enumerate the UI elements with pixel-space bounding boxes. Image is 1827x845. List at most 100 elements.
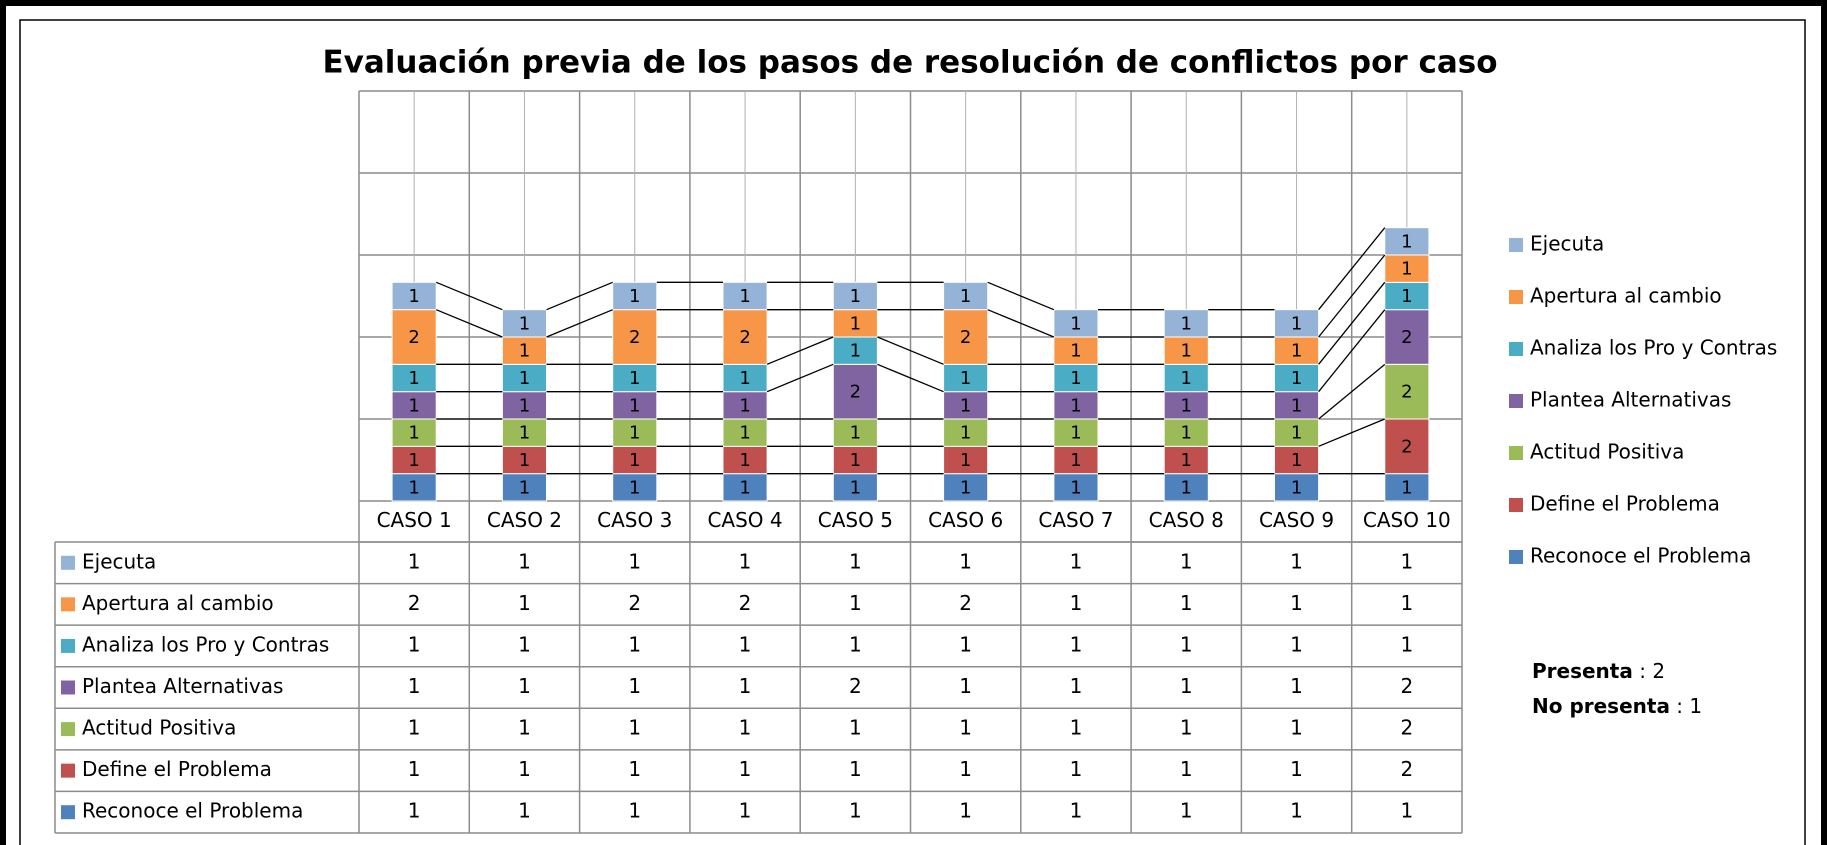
- data-label: 1: [1070, 313, 1081, 334]
- table-cell: 1: [1180, 549, 1193, 573]
- data-label: 1: [519, 313, 530, 334]
- series-line: [546, 281, 613, 311]
- bar-segment: [722, 309, 768, 365]
- data-label: 2: [739, 327, 750, 348]
- legend-label: Ejecuta: [1530, 232, 1604, 256]
- bar-segment: [1163, 363, 1209, 393]
- series-line: [435, 309, 503, 338]
- table-cell: 1: [1290, 716, 1303, 740]
- legend-key: [1509, 238, 1523, 252]
- table-cell: 1: [1070, 549, 1083, 573]
- data-label: 1: [629, 395, 640, 416]
- data-label: 1: [739, 395, 750, 416]
- table-cell: 1: [408, 674, 421, 698]
- bar-segment: [1273, 445, 1320, 475]
- table-cell: 1: [959, 549, 972, 573]
- table-cell: 1: [849, 757, 862, 781]
- bar-segment: [501, 336, 548, 365]
- table-cell: 1: [408, 799, 421, 823]
- data-label: 1: [1070, 450, 1081, 471]
- table-cell: 1: [849, 716, 862, 740]
- bar-segment: [1273, 473, 1320, 502]
- series-line: [766, 336, 834, 365]
- bar-segment: [1053, 309, 1099, 338]
- data-label: 2: [1401, 382, 1412, 403]
- data-label: 1: [519, 341, 530, 362]
- legend-key: [1509, 342, 1523, 356]
- bar-segment: [501, 418, 548, 447]
- table-cell: 2: [1400, 674, 1413, 698]
- data-label: 2: [629, 327, 640, 348]
- data-label: 1: [1181, 313, 1192, 334]
- table-cell: 2: [739, 591, 752, 615]
- bar-segment: [1384, 309, 1430, 365]
- legend-key: [1509, 550, 1523, 564]
- bar-segment: [722, 473, 768, 502]
- table-cell: 1: [959, 632, 972, 656]
- table-cell: 1: [959, 757, 972, 781]
- bar-segment: [943, 418, 989, 447]
- table-cell: 1: [1070, 674, 1083, 698]
- bar-segment: [1273, 363, 1320, 393]
- table-cell: 1: [1180, 591, 1193, 615]
- series-line: [1318, 309, 1386, 393]
- data-label: 1: [1070, 423, 1081, 444]
- bar-segment: [1384, 254, 1430, 283]
- table-cell: 1: [628, 549, 641, 573]
- series-line: [987, 281, 1055, 311]
- legend-label: Analiza los Pro y Contras: [1530, 336, 1777, 360]
- data-label: 1: [1291, 313, 1302, 334]
- data-label: 1: [1291, 395, 1302, 416]
- data-label: 1: [519, 477, 530, 498]
- data-label: 1: [629, 286, 640, 307]
- table-cell: 1: [1180, 632, 1193, 656]
- bar-segment: [391, 418, 437, 447]
- data-label: 1: [629, 477, 640, 498]
- data-label: 1: [1070, 395, 1081, 416]
- series-line: [877, 363, 944, 393]
- inner-frame: [19, 19, 1806, 845]
- x-tick-label: CASO 7: [1038, 508, 1113, 532]
- table-cell: 1: [408, 549, 421, 573]
- table-cell: 1: [1290, 799, 1303, 823]
- table-cell: 1: [849, 549, 862, 573]
- table-cell: 1: [739, 549, 752, 573]
- bar-segment: [391, 309, 437, 365]
- data-label: 1: [1401, 259, 1412, 280]
- table-cell: 1: [959, 799, 972, 823]
- bar-segment: [832, 418, 878, 447]
- bar-segment: [501, 445, 548, 475]
- table-cell: 1: [1070, 757, 1083, 781]
- data-label: 1: [1401, 286, 1412, 307]
- bar-segment: [501, 391, 548, 420]
- bar-segment: [391, 281, 437, 311]
- table-cell: 1: [1290, 674, 1303, 698]
- data-label: 1: [739, 286, 750, 307]
- legend-label: Define el Problema: [1530, 492, 1720, 516]
- series-line: [1318, 363, 1386, 420]
- bar-segment: [1273, 309, 1320, 338]
- bar-segment: [832, 309, 878, 338]
- table-row-label: Reconoce el Problema: [82, 799, 303, 823]
- data-label: 1: [1291, 450, 1302, 471]
- series-line: [1318, 418, 1386, 447]
- table-cell: 2: [628, 591, 641, 615]
- bar-segment: [722, 445, 768, 475]
- bar-segment: [612, 281, 658, 311]
- table-cell: 1: [959, 674, 972, 698]
- bar-segment: [612, 418, 658, 447]
- data-label: 1: [408, 286, 419, 307]
- bar-segment: [1163, 391, 1209, 420]
- table-cell: 1: [518, 674, 531, 698]
- data-label: 1: [960, 423, 971, 444]
- table-cell: 1: [739, 799, 752, 823]
- series-line: [1318, 227, 1386, 311]
- table-cell: 1: [628, 674, 641, 698]
- data-label: 1: [1291, 368, 1302, 389]
- annotation: Presenta : 2: [1532, 659, 1665, 683]
- table-key: [61, 555, 75, 570]
- legend-label: Reconoce el Problema: [1530, 544, 1751, 568]
- data-label: 2: [850, 382, 861, 403]
- table-cell: 1: [959, 716, 972, 740]
